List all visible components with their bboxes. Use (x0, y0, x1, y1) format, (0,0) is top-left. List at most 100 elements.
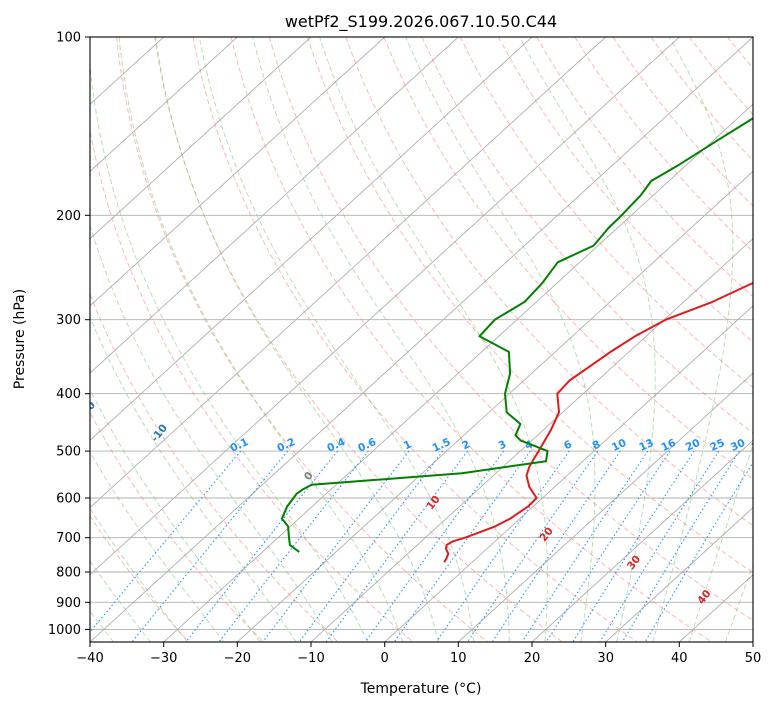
mixing-ratio-label: 0.6 (356, 436, 378, 455)
mixing-ratio-line (393, 450, 531, 642)
mixing-ratio-label: 6 (562, 438, 574, 452)
mixing-ratio-label: 4 (523, 438, 535, 452)
y-tick-label: 600 (56, 492, 81, 507)
mixing-ratio-label: 0.4 (325, 436, 347, 455)
x-tick-label: 0 (381, 651, 389, 666)
mixing-ratio-line (131, 450, 289, 642)
dry-adiabat-line (497, 37, 753, 343)
isotherm-line (236, 170, 753, 642)
moist-adiabat-line (688, 442, 753, 642)
isotherm-line (384, 305, 753, 642)
x-tick-label: 40 (671, 651, 688, 666)
mixing-ratio-line (621, 450, 740, 642)
y-tick-label: 800 (56, 566, 81, 581)
dry-adiabat-line (192, 37, 638, 642)
mixing-ratio-label: 16 (659, 437, 677, 454)
mixing-ratio-line (435, 450, 570, 642)
dewpoint-profile-line (280, 117, 753, 553)
mixing-ratio-line (218, 450, 369, 642)
isotherm-line (531, 439, 753, 642)
mixing-ratio-label: 1.5 (431, 436, 453, 455)
dry-adiabat-line (536, 37, 753, 298)
moist-adiabat-line (519, 37, 656, 642)
y-tick-label: 300 (56, 313, 81, 328)
isotherm-line (90, 37, 607, 509)
y-tick-label: 400 (56, 387, 81, 402)
x-tick-label: −20 (224, 651, 251, 666)
isotherm-line (752, 641, 753, 642)
x-axis-title: Temperature (°C) (360, 681, 482, 697)
moist-adiabat-label: 40 (695, 588, 713, 607)
isotherm-line (90, 37, 238, 173)
moist-adiabat-line (252, 37, 510, 642)
x-tick-label: −10 (297, 651, 324, 666)
mixing-ratio-line (325, 450, 468, 642)
moist-adiabat-line (90, 61, 369, 642)
dry-adiabat-line (90, 515, 190, 642)
mixing-ratio-label: 3 (497, 438, 509, 452)
y-axis-title: Pressure (hPa) (12, 289, 28, 389)
moist-adiabat-line (118, 37, 404, 642)
mixing-ratio-line (185, 450, 339, 642)
x-tick-label: 30 (597, 651, 614, 666)
dry-adiabat-line (727, 37, 753, 69)
dry-adiabat-line (345, 37, 753, 527)
x-tick-label: 20 (524, 651, 541, 666)
moist-adiabat-line (90, 223, 333, 642)
dry-adiabat-line (230, 37, 712, 642)
moist-adiabat-line (652, 37, 734, 642)
y-tick-label: 1000 (48, 623, 81, 638)
plot-area: -100-90-80-70-60-50-40-30-20-100.10.20.4… (90, 37, 775, 642)
chart-title: wetPf2_S199.2026.067.10.50.C44 (285, 12, 557, 32)
mixing-ratio-line (545, 450, 671, 642)
isotherm-line (90, 37, 533, 441)
isotherm-line (90, 37, 312, 240)
dry-adiabat-line (154, 37, 563, 642)
isotherm-line (90, 37, 459, 374)
mixing-ratio-line (298, 450, 444, 642)
mixing-ratio-label: 2 (460, 438, 472, 452)
dry-adiabat-line (650, 37, 753, 162)
dry-adiabat-line (268, 37, 753, 622)
mixing-ratio-line (572, 450, 695, 642)
plot-frame (89, 36, 754, 643)
moist-adiabat-line (725, 563, 753, 642)
mixing-ratio-label: 0.1 (228, 436, 250, 455)
mixing-ratio-label: 20 (684, 437, 702, 454)
dry-adiabat-line (90, 127, 414, 642)
moist-adiabat-line (198, 37, 475, 642)
mixing-ratio-label: 10 (610, 437, 628, 454)
mixing-ratio-label: 8 (591, 438, 603, 452)
mixing-ratio-label: 36 (750, 437, 768, 454)
dry-adiabat-line (90, 411, 264, 642)
mixing-ratio-label: 13 (637, 437, 655, 454)
x-tick-label: −30 (150, 651, 177, 666)
moist-adiabat-label: 20 (537, 525, 555, 544)
moist-adiabat-line (90, 451, 225, 642)
moist-adiabat-line (90, 315, 297, 642)
mixing-ratio-line (90, 450, 242, 633)
dry-adiabat-line (574, 37, 753, 252)
dry-adiabat-line (116, 37, 488, 642)
moist-adiabat-label: 0 (302, 470, 316, 483)
moist-adiabat-line (319, 37, 548, 642)
dry-adiabat-line (766, 37, 775, 642)
temperature-profile-line (443, 281, 753, 563)
x-tick-label: −40 (76, 651, 103, 666)
isotherm-line (605, 506, 753, 642)
mixing-ratio-line (644, 461, 753, 642)
mixing-ratio-line (521, 450, 649, 642)
moist-adiabat-line (155, 37, 439, 642)
y-tick-label: 700 (56, 531, 81, 546)
isotherm-line (90, 37, 753, 642)
y-tick-label: 200 (56, 209, 81, 224)
moist-adiabat-label: 10 (424, 493, 442, 512)
isotherm-line (457, 372, 753, 642)
mixing-ratio-line (467, 450, 599, 642)
mixing-ratio-line (599, 450, 720, 642)
x-tick-label: 10 (450, 651, 467, 666)
y-tick-label: 500 (56, 445, 81, 460)
mixing-ratio-line (491, 450, 621, 642)
dry-adiabat-line (688, 37, 753, 116)
